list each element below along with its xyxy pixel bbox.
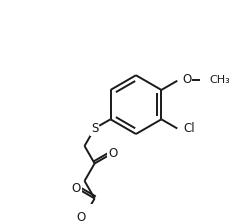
Text: O: O [71, 182, 80, 194]
Text: S: S [90, 122, 98, 135]
Text: CH₃: CH₃ [208, 75, 229, 85]
Text: Cl: Cl [183, 122, 194, 135]
Text: O: O [76, 211, 85, 222]
Text: O: O [181, 73, 190, 86]
Text: O: O [108, 147, 117, 160]
